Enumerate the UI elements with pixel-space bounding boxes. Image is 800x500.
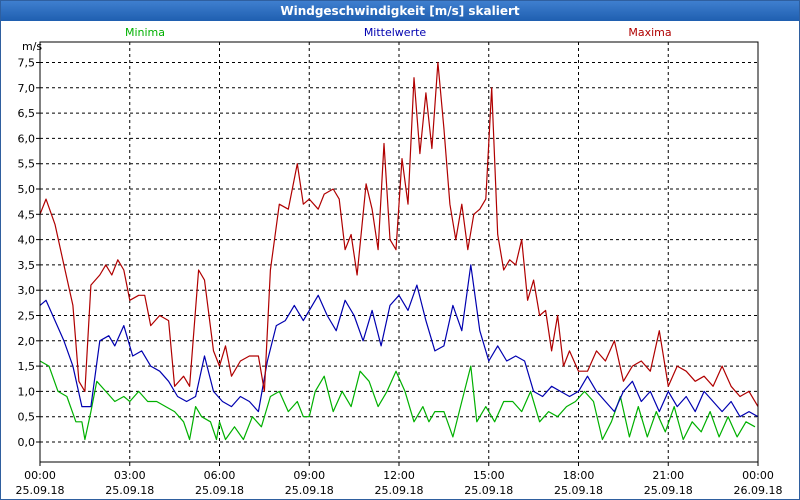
x-tick-time-label: 15:00: [473, 469, 505, 482]
grid: [40, 42, 758, 462]
x-tick-time-label: 00:00: [24, 469, 56, 482]
x-tick-date-label: 25.09.18: [195, 484, 244, 497]
x-tick-time-label: 03:00: [114, 469, 146, 482]
series-line-minima: [39, 360, 756, 441]
x-tick-time-label: 21:00: [652, 469, 684, 482]
series-line-maxima: [39, 61, 759, 407]
x-tick-time-label: 00:00: [742, 469, 774, 482]
series-line-mittelwerte: [39, 264, 759, 418]
x-tick-date-label: 25.09.18: [554, 484, 603, 497]
x-axis: 00:00 25.09.18 03:00 25.09.18 06:00 25.09.18 0…: [16, 462, 783, 497]
y-tick-label: 0,5: [18, 411, 36, 424]
x-tick-time-label: 09:00: [293, 469, 325, 482]
x-tick-date-label: 26.09.18: [734, 484, 783, 497]
y-tick-label: 5,0: [18, 183, 36, 196]
x-tick-date-label: 25.09.18: [375, 484, 424, 497]
y-tick-label: 6,0: [18, 132, 36, 145]
y-tick-label: 4,5: [18, 208, 36, 221]
y-axis-label: m/s: [22, 40, 42, 53]
y-tick-label: 3,0: [18, 284, 36, 297]
y-tick-label: 4,0: [18, 234, 36, 247]
window-title: Windgeschwindigkeit [m/s] skaliert: [1, 1, 799, 21]
y-tick-label: 7,0: [18, 82, 36, 95]
y-tick-label: 6,5: [18, 107, 36, 120]
x-tick-date-label: 25.09.18: [16, 484, 65, 497]
x-tick-time-label: 06:00: [204, 469, 236, 482]
x-tick-date-label: 25.09.18: [464, 484, 513, 497]
x-tick-date-label: 25.09.18: [285, 484, 334, 497]
y-axis: 0,0 0,5 1,0 1,5 2,0 2,5 3,0 3,5 4,0 4,5 5,0 5,5 6,0 6…: [18, 57, 40, 449]
legend-entry-maxima: Maxima: [628, 26, 671, 39]
legend-entry-mittelwerte: Mittelwerte: [364, 26, 427, 39]
legend: Minima Mittelwerte Maxima: [125, 26, 672, 39]
y-tick-label: 5,5: [18, 158, 36, 171]
x-tick-time-label: 12:00: [383, 469, 415, 482]
y-tick-label: 2,0: [18, 335, 36, 348]
y-tick-label: 2,5: [18, 310, 36, 323]
y-tick-label: 1,0: [18, 385, 36, 398]
x-tick-time-label: 18:00: [563, 469, 595, 482]
x-tick-date-label: 25.09.18: [644, 484, 693, 497]
y-tick-label: 7,5: [18, 57, 36, 70]
x-tick-date-label: 25.09.18: [105, 484, 154, 497]
y-tick-label: 1,5: [18, 360, 36, 373]
legend-entry-minima: Minima: [125, 26, 165, 39]
y-tick-label: 0,0: [18, 436, 36, 449]
y-tick-label: 3,5: [18, 259, 36, 272]
series-lines: [39, 61, 759, 441]
